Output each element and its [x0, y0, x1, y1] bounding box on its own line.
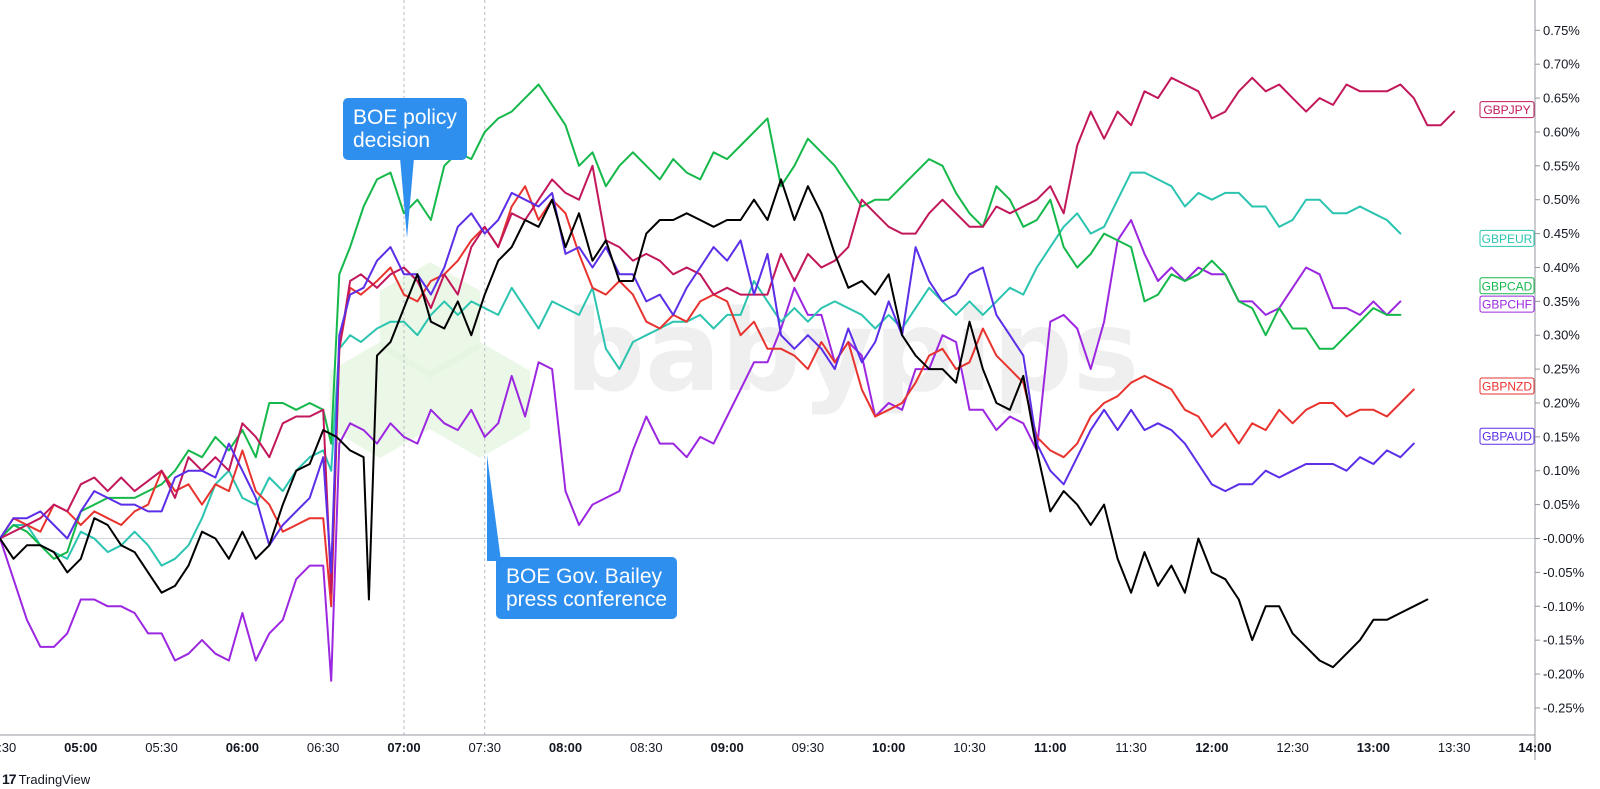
y-tick-label: 0.25%: [1543, 362, 1580, 377]
y-tick-label: 0.15%: [1543, 429, 1580, 444]
boe-policy-callout-pointer: [400, 158, 414, 238]
y-tick-label: 0.05%: [1543, 497, 1580, 512]
y-tick-label: 0.30%: [1543, 328, 1580, 343]
y-tick-label: 0.20%: [1543, 395, 1580, 410]
x-tick-label: 09:30: [792, 740, 825, 755]
series-label-gbpnzd: GBPNZD: [1479, 377, 1535, 395]
y-tick-label: -0.00%: [1543, 531, 1585, 546]
x-tick-label: 05:30: [145, 740, 178, 755]
y-tick-label: -0.15%: [1543, 633, 1585, 648]
x-tick-label: 08:00: [549, 740, 582, 755]
boe-policy-callout: BOE policy decision: [343, 98, 467, 160]
series-label-gbpchf: GBPCHF: [1479, 295, 1535, 313]
series-label-text: GBPJPY: [1483, 103, 1530, 117]
series-line-gbpjpy: [0, 76, 1456, 594]
bailey-press-callout: BOE Gov. Bailey press conference: [496, 557, 678, 619]
y-tick-label: 0.40%: [1543, 260, 1580, 275]
series-label-gbpcad: GBPCAD: [1479, 277, 1535, 295]
x-tick-label: 06:30: [307, 740, 340, 755]
x-tick-label: 09:00: [710, 740, 743, 755]
y-tick-label: 0.70%: [1543, 57, 1580, 72]
series-line-gbpcad: [0, 83, 1402, 560]
axes: [0, 0, 1536, 760]
series-label-box: [1479, 295, 1535, 313]
series-label-box: [1479, 427, 1535, 445]
series-label-gbpaud: GBPAUD: [1479, 427, 1535, 445]
series-label-gbpjpy: GBPJPY: [1479, 101, 1535, 119]
x-tick-label: 05:00: [64, 740, 97, 755]
series-label-text: GBPAUD: [1482, 430, 1532, 444]
series-line-gbpeur: [0, 171, 1402, 567]
series-label-text: GBPCHF: [1482, 298, 1532, 312]
series-end-labels: GBPJPY GBPEUR GBPCAD GBPCHF GBPNZD GBPAUD: [1479, 101, 1535, 445]
y-tick-label: 0.35%: [1543, 294, 1580, 309]
series-label-box: [1479, 277, 1535, 295]
series-label-box: [1479, 101, 1535, 119]
watermark-hex: [329, 342, 431, 458]
x-tick-label: 07:30: [468, 740, 501, 755]
x-tick-label: 12:30: [1276, 740, 1309, 755]
x-tick-label: 07:00: [387, 740, 420, 755]
y-tick-label: 0.45%: [1543, 226, 1580, 241]
series-layer: [0, 76, 1456, 682]
x-tick-label: 11:00: [1034, 740, 1067, 755]
x-tick-label: 10:00: [872, 740, 905, 755]
y-tick-label: -0.20%: [1543, 667, 1585, 682]
series-label-gbpeur: GBPEUR: [1479, 229, 1535, 247]
x-tick-label: 08:30: [630, 740, 663, 755]
y-tick-label: 0.65%: [1543, 91, 1580, 106]
series-line-gbpnzd: [0, 185, 1415, 608]
y-tick-label: 0.10%: [1543, 463, 1580, 478]
x-tick-label: 11:30: [1115, 740, 1147, 755]
bailey-press-callout-pointer: [487, 455, 501, 561]
tradingview-label: TradingView: [18, 771, 91, 787]
series-line-gbpusd: [0, 178, 1429, 669]
x-tick-label: 13:00: [1357, 740, 1390, 755]
x-tick-label: 10:30: [953, 740, 986, 755]
x-tick-label: 06:00: [226, 740, 259, 755]
series-label-text: GBPCAD: [1482, 279, 1533, 293]
x-tick-label: 14:00: [1518, 740, 1551, 755]
series-line-gbpchf: [0, 219, 1402, 682]
x-tick-label: 12:00: [1195, 740, 1228, 755]
y-axis: 0.75% 0.70% 0.65% 0.60% 0.55% 0.50% 0.45% 0.40%…: [1535, 23, 1585, 715]
y-tick-label: -0.05%: [1543, 565, 1585, 580]
series-label-text: GBPNZD: [1482, 380, 1532, 394]
y-tick-label: 0.55%: [1543, 158, 1580, 173]
x-axis: 04:30 05:00 05:30 06:00 06:30 07:00 07:30 08:00…: [0, 740, 1552, 755]
y-tick-label: 0.75%: [1543, 23, 1580, 38]
y-tick-label: 0.50%: [1543, 192, 1580, 207]
series-label-text: GBPEUR: [1482, 232, 1533, 246]
series-label-box: [1479, 377, 1535, 395]
series-label-box: [1479, 229, 1535, 247]
x-tick-label: 04:30: [0, 740, 16, 755]
tradingview-logo[interactable]: 17 TradingView: [2, 771, 90, 787]
y-tick-label: -0.25%: [1543, 700, 1585, 715]
y-tick-label: 0.60%: [1543, 124, 1580, 139]
x-tick-label: 13:30: [1438, 740, 1471, 755]
y-tick-label: -0.10%: [1543, 599, 1585, 614]
tradingview-icon: 17: [2, 771, 17, 787]
series-line-gbpaud: [0, 191, 1415, 574]
